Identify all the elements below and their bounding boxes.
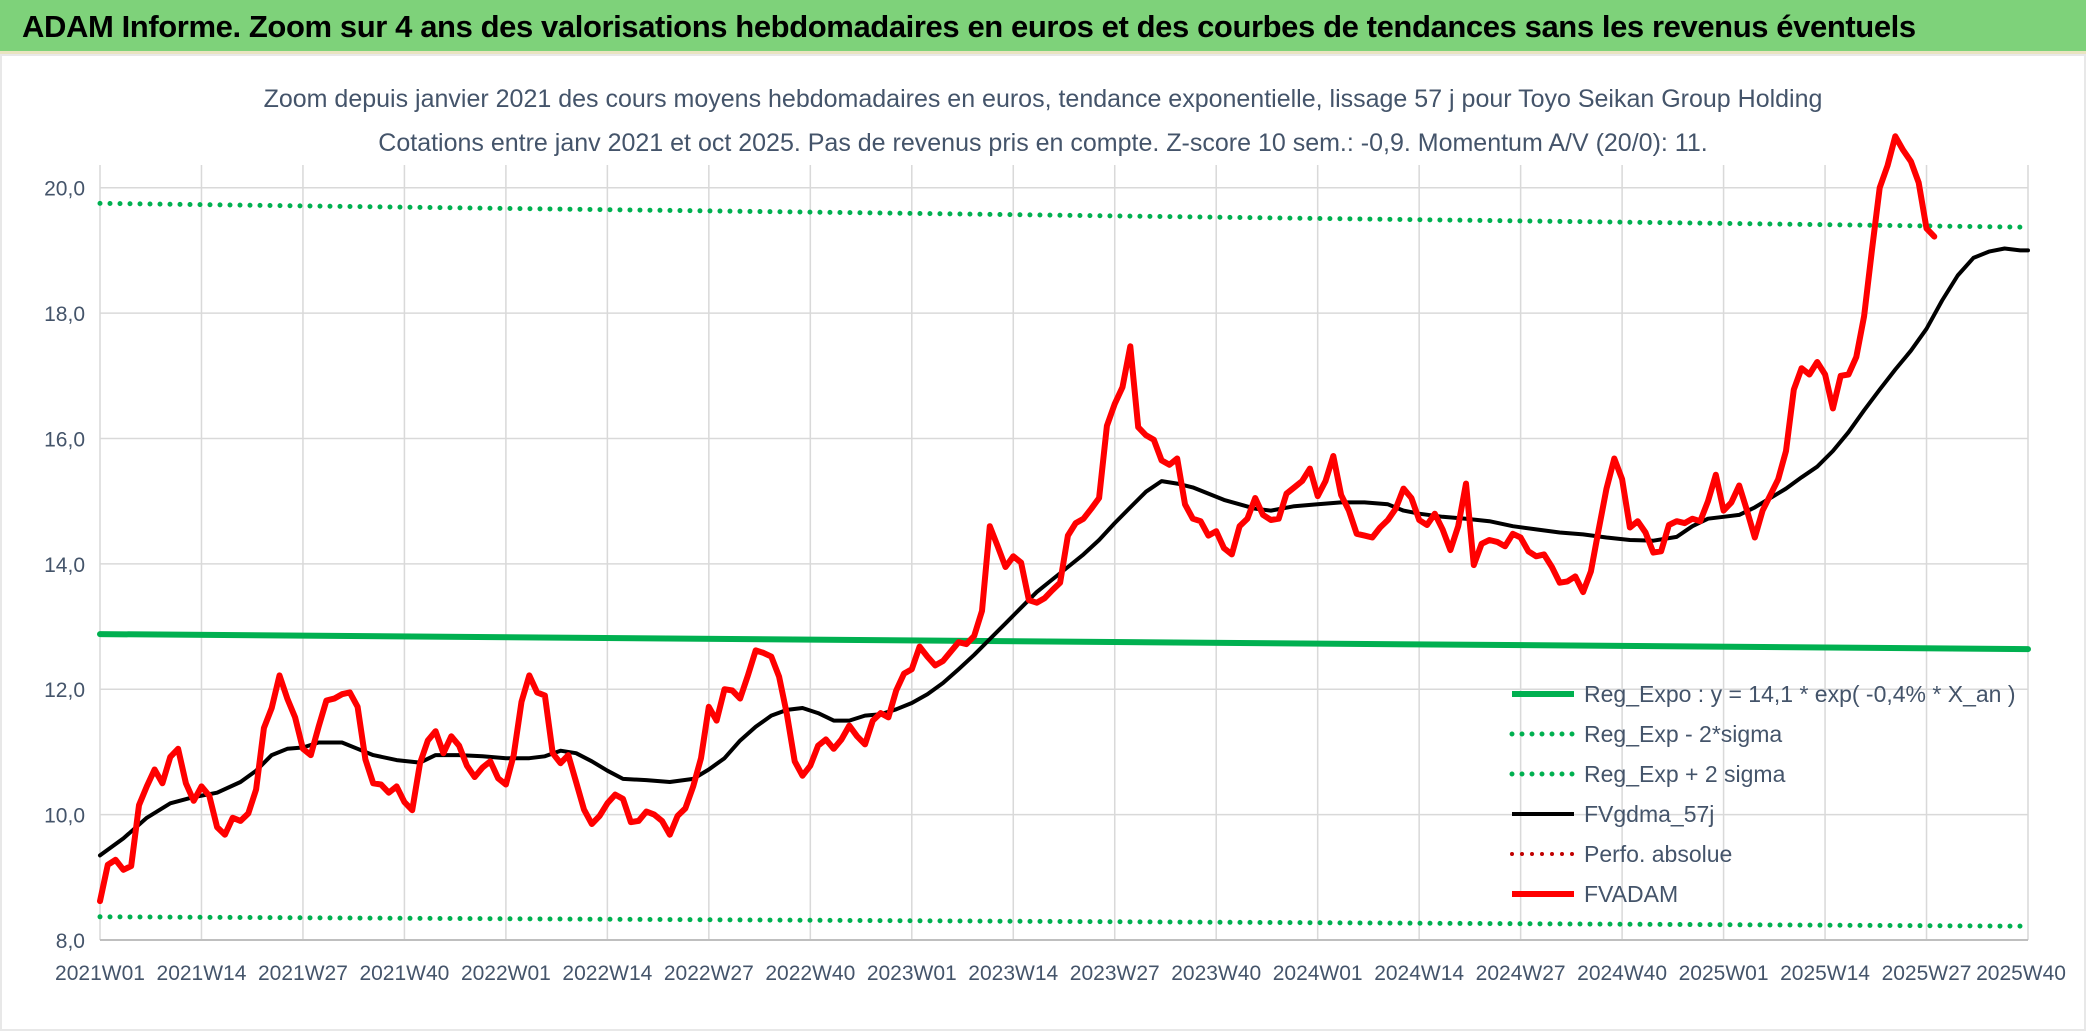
x-tick-label: 2025W27	[1882, 962, 1972, 985]
chart-frame	[0, 54, 2086, 1031]
x-tick-label: 2024W01	[1273, 962, 1363, 985]
x-tick-label: 2024W27	[1476, 962, 1566, 985]
y-tick-label: 20,0	[44, 178, 85, 201]
y-tick-label: 12,0	[44, 679, 85, 702]
y-axis-ticks: 8,0 10,0 12,0 14,0 16,0 18,0 20,0	[44, 178, 85, 953]
x-tick-label: 2025W40	[1976, 962, 2066, 985]
legend-label-reg: Reg_Expo : y = 14,1 * exp( -0,4% * X_an …	[1584, 681, 2016, 707]
x-tick-label: 2024W40	[1577, 962, 1667, 985]
series-line-reglow	[97, 914, 2031, 929]
series-line-price	[97, 133, 1938, 905]
header-banner: ADAM Informe. Zoom sur 4 ans des valoris…	[0, 0, 2086, 54]
series-line-reg	[97, 631, 2031, 653]
x-tick-label: 2025W14	[1780, 962, 1870, 985]
x-tick-label: 2021W01	[55, 962, 145, 985]
x-tick-label: 2023W14	[968, 962, 1058, 985]
legend: Reg_Expo : y = 14,1 * exp( -0,4% * X_an …	[1509, 681, 2016, 907]
x-tick-label: 2024W14	[1374, 962, 1464, 985]
legend-label-ma: FVgdma_57j	[1584, 801, 1714, 827]
x-axis-ticks: 2021W01 2021W14 2021W27 2021W40 2022W01 2022W…	[55, 962, 2066, 985]
legend-label-reghigh: Reg_Exp + 2 sigma	[1584, 761, 1786, 787]
chart-title: Zoom depuis janvier 2021 des cours moyen…	[264, 85, 1823, 113]
x-tick-label: 2025W01	[1679, 962, 1769, 985]
series	[97, 133, 2031, 929]
x-tick-label: 2022W14	[562, 962, 652, 985]
x-tick-label: 2022W40	[765, 962, 855, 985]
series-line-reghigh	[97, 200, 2031, 230]
x-tick-label: 2022W01	[461, 962, 551, 985]
x-tick-label: 2023W40	[1171, 962, 1261, 985]
x-tick-label: 2021W27	[258, 962, 348, 985]
y-tick-label: 14,0	[44, 554, 85, 577]
y-tick-label: 16,0	[44, 428, 85, 451]
series-line-ma	[98, 246, 2030, 858]
x-tick-label: 2021W14	[157, 962, 247, 985]
page-title: ADAM Informe. Zoom sur 4 ans des valoris…	[22, 9, 1916, 44]
legend-label-price: FVADAM	[1584, 881, 1678, 907]
y-tick-label: 18,0	[44, 303, 85, 326]
x-tick-label: 2022W27	[664, 962, 754, 985]
chart-subtitle: Cotations entre janv 2021 et oct 2025. P…	[378, 129, 1707, 157]
legend-label-reglow: Reg_Exp - 2*sigma	[1584, 721, 1782, 747]
x-tick-label: 2023W27	[1070, 962, 1160, 985]
legend-label-perfo: Perfo. absolue	[1584, 841, 1732, 867]
y-tick-label: 8,0	[56, 930, 85, 953]
y-tick-label: 10,0	[44, 805, 85, 828]
x-tick-label: 2023W01	[867, 962, 957, 985]
x-tick-label: 2021W40	[359, 962, 449, 985]
